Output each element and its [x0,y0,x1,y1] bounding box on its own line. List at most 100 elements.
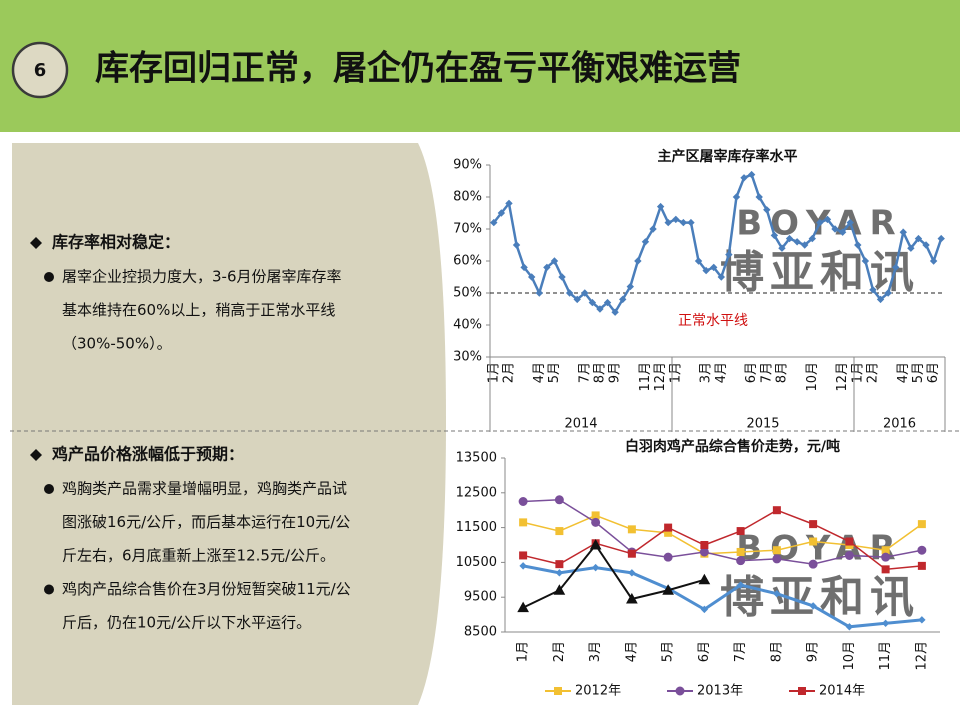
marker [732,193,741,201]
marker [710,263,718,272]
x-tick-label: 1月 [850,362,865,383]
marker [628,569,636,577]
marker [808,559,818,569]
x-tick-label: 2月 [501,362,516,383]
marker [573,295,581,304]
marker [626,282,634,291]
bullet-text: 基本维持在60%以上，稍高于正常水平线 [62,301,335,319]
marker [854,241,862,249]
marker [861,257,870,265]
marker [641,238,650,246]
marker [801,241,809,249]
x-tick-label: 5月 [661,641,676,662]
marker [518,497,528,506]
header-bar [0,0,960,132]
marker [664,218,672,227]
marker [831,225,839,233]
x-tick-label: 8月 [592,362,607,383]
marker [663,552,673,562]
marker [845,623,854,631]
marker [881,552,891,562]
marker [809,520,818,529]
slide-title: 库存回归正常，屠企仍在盈亏平衡艰难运营 [95,49,741,89]
x-tick-label: 12月 [653,362,668,392]
series-line [522,509,922,571]
marker [555,527,564,536]
series-line [522,543,705,609]
marker [740,174,748,182]
marker [581,289,589,297]
marker [823,215,832,224]
marker [899,228,907,236]
bullet-text: 斤左右，6月底重新上涨至12.5元/公斤。 [62,547,335,565]
x-tick-label: 2月 [865,362,880,383]
marker [747,170,756,179]
marker [627,525,636,534]
marker [519,518,528,527]
bullet-text: （30%-50%）。 [62,335,172,353]
marker [611,308,619,316]
marker [517,601,529,613]
y-tick-label: 80% [453,190,482,205]
marker [755,193,763,201]
legend-marker [798,687,806,695]
marker [662,584,674,595]
slide-number: 6 [34,60,47,81]
x-tick-label: 4月 [896,362,911,383]
y-tick-label: 13500 [456,451,497,466]
series-line [523,498,923,565]
marker [770,231,779,240]
marker [869,286,877,294]
marker [699,547,709,557]
dot-bullet [44,584,54,595]
marker [558,273,566,281]
marker [725,250,733,259]
x-tick-label: 7月 [577,362,592,383]
left-text: 库存率相对稳定： 屠宰企业控损力度大，3-6月份屠宰库存率基本维持在60%以上，稍… [30,233,351,632]
bullet-text: 图涨破16元/公斤，而后基本运行在10元/公 [62,513,350,531]
x-tick-label: 1月 [486,362,501,383]
x-tick-label: 7月 [733,641,748,662]
marker [679,218,688,227]
marker [634,257,642,265]
marker [922,241,930,249]
marker [519,551,528,560]
x-tick-label: 5月 [911,362,926,383]
marker [793,238,801,246]
x-tick-label: 12月 [835,362,850,392]
marker [914,234,923,243]
marker [497,209,506,217]
watermark: 博亚和讯 [720,572,920,623]
slide-number-badge [11,41,69,99]
marker [736,547,745,556]
marker [763,206,771,214]
x-tick-label: 4月 [714,362,729,383]
marker [917,561,926,570]
x-tick-label: 3月 [588,641,603,662]
marker [519,562,527,570]
marker [785,234,794,243]
marker [884,289,892,297]
y-tick-label: 8500 [464,625,497,640]
x-tick-label: 6月 [697,641,712,662]
bullet-text: 鸡肉产品综合售价在3月份短暂突破11元/公 [62,580,351,598]
diamond-bullet [30,449,42,461]
marker [591,511,600,520]
marker [844,550,854,560]
chart-title: 白羽肉鸡产品综合售价走势，元/吨 [625,438,840,455]
marker [591,517,601,527]
legend-label: 2014年 [819,684,865,699]
bullet-text: 鸡胸类产品需求量增幅明显，鸡胸类产品试 [62,480,347,498]
marker [565,289,574,297]
marker [808,234,816,243]
marker [717,273,725,281]
marker [917,545,927,555]
x-tick-label: 11月 [638,362,653,392]
marker [589,538,602,550]
x-tick-label: 9月 [806,641,821,662]
marker [555,560,564,569]
text-panel [12,143,446,705]
marker [846,218,854,227]
y-tick-label: 90% [453,158,482,173]
y-tick-label: 60% [453,254,482,269]
